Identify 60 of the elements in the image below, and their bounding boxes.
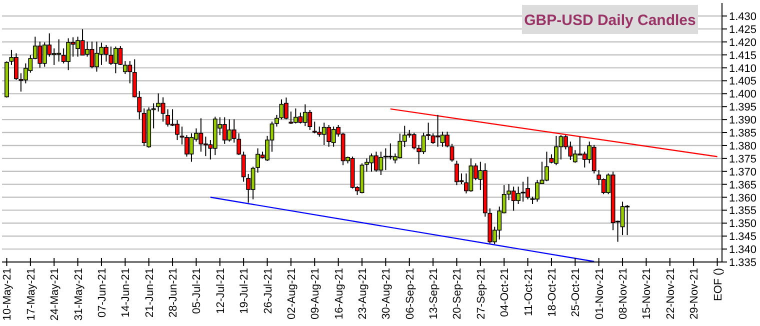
x-tick-label: 31-May-21 [72,268,85,321]
x-tick-label: 24-May-21 [49,268,62,321]
x-tick-label: 18-Oct-21 [546,268,558,317]
y-tick-label: 1.400 [729,88,757,101]
x-tick-label: 14-Jun-21 [120,268,132,318]
x-tick-label: 07-Jun-21 [96,268,108,318]
x-tick-label: 22-Nov-21 [664,268,677,320]
x-tick-label: 27-Sep-21 [475,268,488,320]
x-tick-label: 28-Jun-21 [168,268,180,318]
y-tick-label: 1.430 [729,11,757,23]
candlestick [450,143,454,162]
x-tick-label: 02-Aug-21 [286,268,298,320]
y-tick-label: 1.360 [729,192,757,204]
x-tick-label: 11-Oct-21 [522,268,535,316]
x-tick-label: 12-Jul-21 [214,268,227,314]
y-tick-label: 1.370 [729,166,757,178]
x-tick-label: 16-Aug-21 [333,268,346,320]
y-tick-label: 1.335 [729,257,757,269]
y-tick-label: 1.390 [729,114,757,127]
x-tick-label: 29-Nov-21 [688,268,701,320]
y-tick-label: 1.355 [729,205,757,218]
x-tick-label: 09-Aug-21 [310,268,322,320]
x-tick-label: 20-Sep-21 [452,268,464,320]
x-tick-label: 25-Oct-21 [570,268,582,317]
x-tick-label: 30-Aug-21 [380,268,393,320]
candlestick [137,90,142,120]
candlestick [236,132,242,156]
y-tick-label: 1.350 [729,218,757,230]
y-tick-label: 1.395 [729,102,757,114]
x-tick-label: 17-May-21 [25,268,38,321]
y-tick-label: 1.375 [729,153,757,166]
candlestick [624,204,630,236]
y-tick-label: 1.365 [729,179,757,192]
y-tick-label: 1.385 [729,128,757,140]
x-tick-label: 05-Jul-21 [191,268,204,314]
x-tick-label: EOF () [712,268,724,301]
y-tick-label: 1.345 [729,231,757,244]
candlestick [387,142,394,160]
candlestick [520,181,526,202]
x-tick-label: 26-Jul-21 [262,268,274,314]
x-tick-label: 19-Jul-21 [238,268,251,314]
x-tick-label: 08-Nov-21 [618,268,630,320]
x-tick-label: 01-Nov-21 [594,268,606,320]
y-tick-label: 1.415 [729,50,757,62]
y-tick-label: 1.405 [729,76,757,88]
x-tick-label: 15-Nov-21 [641,268,654,320]
chart-title: GBP-USD Daily Candles [524,12,696,29]
y-tick-label: 1.425 [729,24,757,36]
y-tick-label: 1.410 [729,62,757,75]
y-tick-label: 1.420 [729,36,757,49]
y-tick-label: 1.380 [729,140,757,152]
candlestick [241,151,246,182]
candlestick [382,148,389,171]
x-tick-label: 06-Sep-21 [404,268,416,320]
y-tick-label: 1.340 [729,244,757,256]
x-tick-label: 04-Oct-21 [499,268,512,317]
x-tick-label: 10-May-21 [2,268,14,321]
x-tick-label: 23-Aug-21 [357,268,369,320]
x-tick-label: 21-Jun-21 [144,268,156,318]
x-tick-label: 13-Sep-21 [428,268,440,320]
